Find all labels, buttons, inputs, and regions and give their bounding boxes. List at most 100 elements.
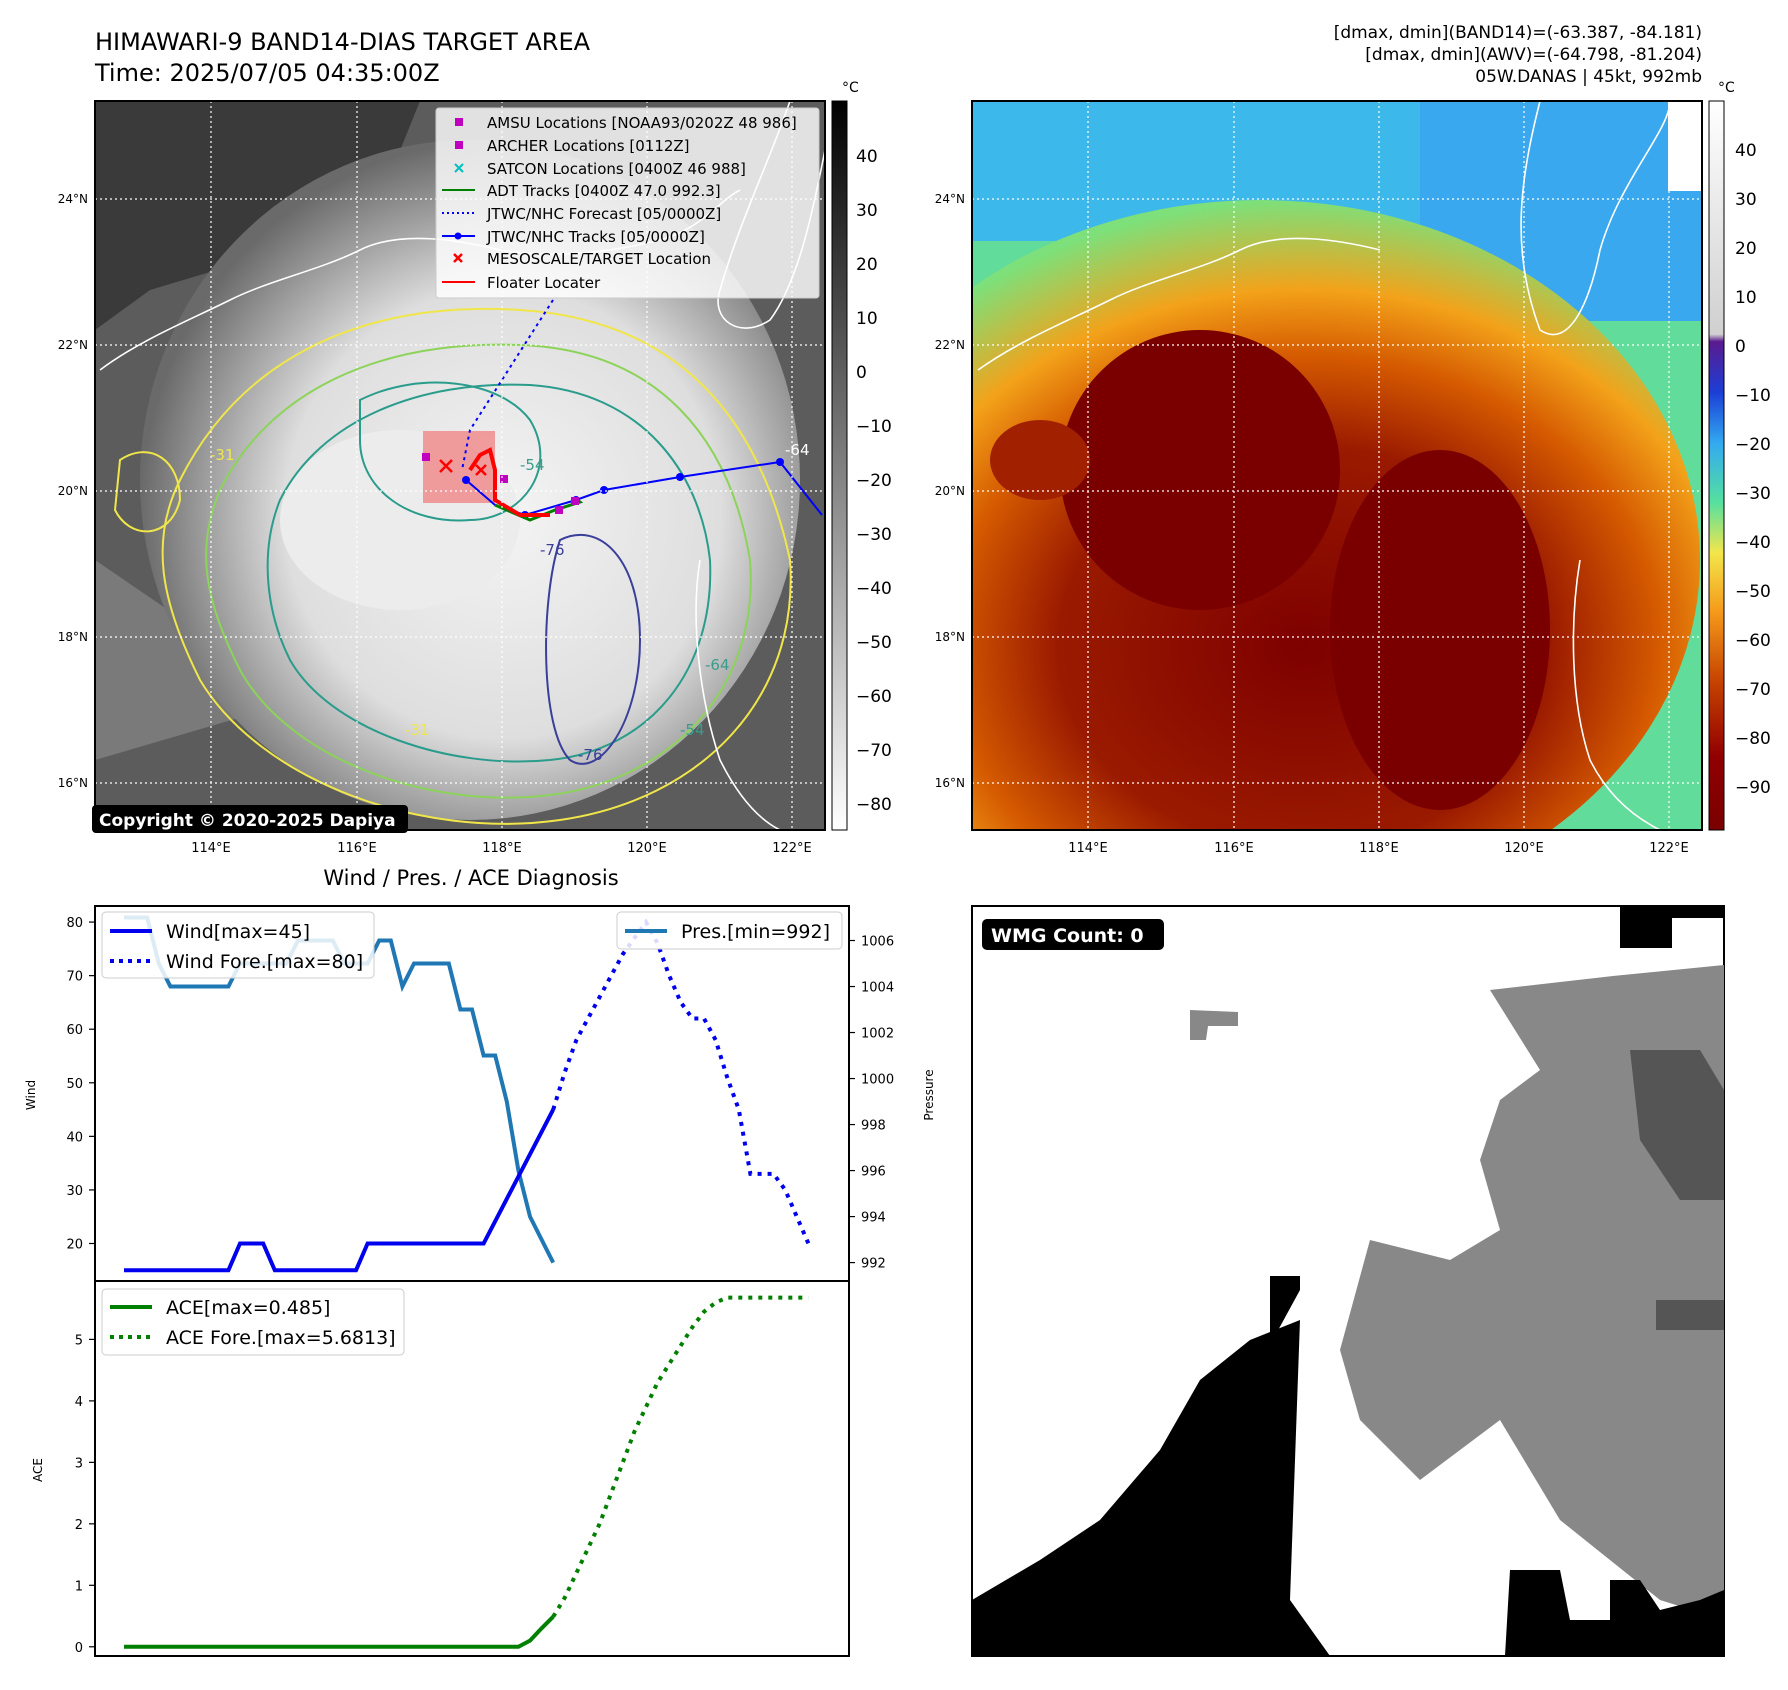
- satcon-legend-icon: [454, 163, 464, 173]
- lat-tick-label: 16°N: [58, 776, 88, 790]
- colorbar-tick: −20: [1735, 435, 1771, 455]
- lat-tick-label: 24°N: [58, 192, 88, 206]
- ace-y-tick-label: 1: [75, 1579, 83, 1594]
- copyright-badge: [92, 805, 408, 833]
- lat-tick-label: 22°N: [58, 338, 88, 352]
- legend-ace-fore: ACE Fore.[max=5.6813]: [166, 1327, 396, 1349]
- lon-tick-label: 118°E: [482, 841, 522, 856]
- lon-tick-label: 122°E: [1649, 841, 1689, 856]
- wind-y-label: Wind: [24, 1080, 38, 1110]
- wind-legend: Wind[max=45] Wind Fore.[max=80]: [101, 911, 375, 979]
- lon-tick-label: 120°E: [627, 841, 667, 856]
- colorbar-tick: 20: [856, 255, 878, 275]
- wmg-black-bottom-right: [1610, 1580, 1724, 1656]
- wind-pressure-panel: 80 70 60 50 40 30 20 1006 1004 1002 1000 998 996 994…: [24, 905, 936, 1282]
- left-map: -31 -54 -64 -76 -76 -31 -54 -64 AMSU Loc…: [58, 100, 826, 856]
- legend-satcon: SATCON Locations [0400Z 46 988]: [487, 160, 746, 178]
- ace-y-tick-label: 3: [75, 1456, 83, 1471]
- contour-label: -76: [540, 541, 565, 559]
- colorbar-tick: −70: [1735, 680, 1771, 700]
- lon-tick-label: 122°E: [772, 841, 812, 856]
- wind-y-tick-label: 40: [66, 1130, 83, 1145]
- ace-y-tick-label: 4: [75, 1395, 83, 1410]
- lon-tick-label: 114°E: [191, 841, 231, 856]
- wind-series-line: [124, 1108, 555, 1273]
- wmg-black-bottom: [1505, 1570, 1620, 1656]
- pressure-y-tick-label: 1006: [861, 935, 894, 950]
- info-line-2: [dmax, dmin](AWV)=(-64.798, -81.204): [1365, 45, 1702, 65]
- wind-y-tick-label: 20: [66, 1238, 83, 1253]
- wmg-panel: WMG Count: 0: [971, 905, 1725, 1657]
- wind-y-tick-label: 60: [66, 1023, 83, 1038]
- info-line-3: 05W.DANAS | 45kt, 992mb: [1475, 67, 1702, 87]
- archer-legend-icon: [455, 141, 463, 149]
- legend-target: MESOSCALE/TARGET Location: [487, 250, 711, 268]
- colorbar-tick: −40: [856, 579, 892, 599]
- pressure-y-tick-label: 1002: [861, 1027, 894, 1042]
- amsu-markers: [422, 453, 579, 514]
- lat-tick-label: 20°N: [58, 484, 88, 498]
- colorbar-tick: −30: [1735, 484, 1771, 504]
- pressure-legend: Pres.[min=992]: [616, 911, 843, 950]
- pressure-y-tick-label: 996: [861, 1165, 886, 1180]
- wind-y-ticks: 80 70 60 50 40 30 20: [66, 916, 95, 1253]
- colorbar-tick: 20: [1735, 239, 1757, 259]
- coastline-luzon: [695, 559, 781, 830]
- contour-green: [205, 343, 752, 799]
- no-data-corner: [1668, 101, 1702, 191]
- left-lon-labels: 114°E 116°E 118°E 120°E 122°E: [191, 841, 812, 856]
- legend-pres: Pres.[min=992]: [681, 921, 830, 943]
- contour-label: -54: [680, 721, 705, 739]
- amsu-legend-icon: [455, 118, 463, 126]
- wind-y-tick-label: 70: [66, 970, 83, 985]
- pressure-y-tick-label: 998: [861, 1119, 886, 1134]
- coastline-luzon-r: [1572, 559, 1661, 830]
- contour-label: -54: [520, 456, 545, 474]
- left-colorbar-unit: °C: [842, 80, 859, 96]
- left-map-frame: [94, 100, 826, 831]
- colorbar-tick: −80: [856, 795, 892, 815]
- lat-tick-label: 22°N: [935, 338, 965, 352]
- pressure-y-ticks: 1006 1004 1002 1000 998 996 994 992: [849, 935, 894, 1272]
- colorbar-tick: 0: [1735, 337, 1746, 357]
- lat-tick-label: 18°N: [58, 630, 88, 644]
- copyright-text: Copyright © 2020-2025 Dapiya: [99, 811, 396, 831]
- contour-teal-inner: [359, 381, 542, 522]
- colorbar-tick: −70: [856, 741, 892, 761]
- contour-yellow-small: [113, 451, 182, 533]
- wmg-black-corner: [1620, 906, 1724, 948]
- wind-y-tick-label: 50: [66, 1077, 83, 1092]
- colorbar-tick: −20: [856, 471, 892, 491]
- lat-tick-label: 16°N: [935, 776, 965, 790]
- colorbar-tick: −50: [1735, 582, 1771, 602]
- title-line-2: Time: 2025/07/05 04:35:00Z: [94, 59, 440, 87]
- legend-floater: Floater Locater: [487, 274, 601, 292]
- colorbar-tick: −10: [1735, 386, 1771, 406]
- storm-core-2: [1330, 450, 1550, 810]
- lat-tick-label: 20°N: [935, 484, 965, 498]
- contour-teal: [266, 383, 712, 763]
- legend-ace: ACE[max=0.485]: [166, 1297, 330, 1319]
- wmg-dark-gray-region: [1630, 1050, 1724, 1200]
- legend-amsu: AMSU Locations [NOAA93/0202Z 48 986]: [487, 114, 797, 132]
- colorbar-tick: 10: [856, 309, 878, 329]
- lon-tick-label: 116°E: [337, 841, 377, 856]
- contour-label: -76: [578, 746, 603, 764]
- ace-y-tick-label: 0: [75, 1641, 83, 1656]
- legend-adt: ADT Tracks [0400Z 47.0 992.3]: [487, 182, 721, 200]
- colorbar-tick: 30: [856, 201, 878, 221]
- contour-label: -64: [705, 656, 730, 674]
- lon-tick-label: 116°E: [1214, 841, 1254, 856]
- legend-tracks: JTWC/NHC Tracks [05/0000Z]: [486, 228, 705, 246]
- legend-wind: Wind[max=45]: [166, 921, 310, 943]
- wmg-black-region: [972, 1320, 1330, 1656]
- left-colorbar: °C 40 30 20 10 0 −10 −20 −30 −40 −50 −60…: [831, 80, 892, 831]
- title-line-1: HIMAWARI-9 BAND14-DIAS TARGET AREA: [95, 28, 591, 56]
- pressure-y-tick-label: 1004: [861, 981, 894, 996]
- wmg-badge-text: WMG Count: 0: [991, 925, 1144, 947]
- target-legend-icon: [453, 253, 463, 263]
- lat-tick-label: 24°N: [935, 192, 965, 206]
- contour-label: -64: [785, 441, 810, 459]
- ace-panel: 5 4 3 2 1 0 ACE ACE[max=0.485] ACE Fore.[max=…: [31, 1280, 850, 1657]
